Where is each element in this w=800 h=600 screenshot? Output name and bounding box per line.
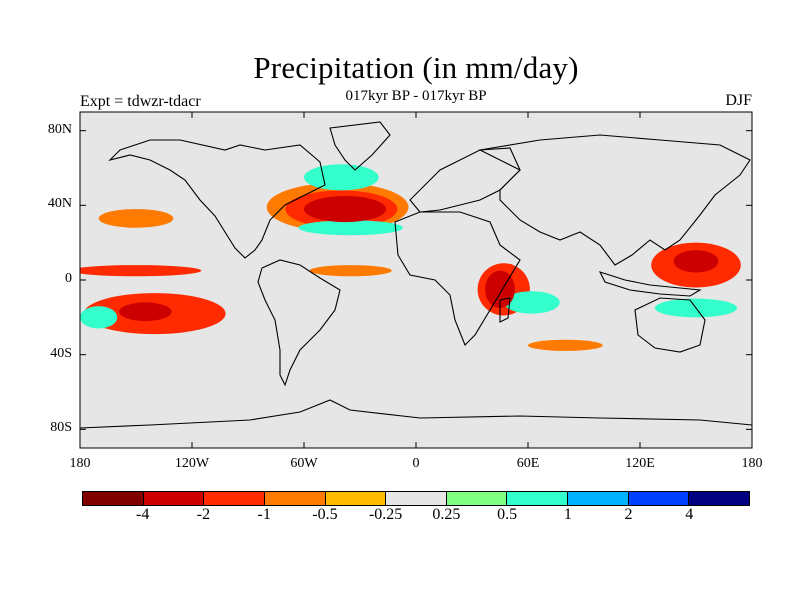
colorbar-swatch	[143, 492, 205, 505]
colorbar-swatch	[689, 492, 750, 505]
anomaly-pacific-sw-core	[119, 302, 172, 322]
colorbar-label: 4	[685, 506, 694, 523]
lon-label: 180	[69, 456, 91, 471]
anomaly-atlantic-equatorial	[309, 265, 392, 277]
colorbar-label: 1	[563, 506, 572, 523]
lon-label: 60W	[290, 456, 318, 471]
coastline-asia	[478, 134, 751, 266]
anomaly-layer	[80, 164, 741, 351]
colorbar-label: -2	[196, 506, 211, 523]
anomaly-subpolar-atlantic-blue	[304, 164, 379, 191]
colorbar-swatch	[264, 492, 326, 505]
colorbar-swatch	[386, 492, 447, 505]
colorbar-swatch	[204, 492, 265, 505]
colorbar-label: 0.25	[432, 506, 461, 523]
axis-ticks	[79, 112, 753, 448]
plot-subtitle: 017kyr BP - 017kyr BP	[345, 88, 487, 104]
plot-title: Precipitation (in mm/day)	[253, 50, 579, 85]
coastline-australia	[634, 297, 706, 353]
colorbar-label: -0.25	[368, 506, 403, 523]
colorbar-swatch	[446, 492, 508, 505]
colorbar	[82, 491, 750, 506]
colorbar-label: -4	[136, 506, 150, 523]
coastline-south-america	[257, 259, 341, 387]
lat-label: 40S	[50, 345, 72, 361]
lat-label: 80N	[47, 121, 72, 137]
lon-label: 180	[741, 456, 763, 471]
coastline-indonesia	[598, 271, 702, 297]
anomaly-north-atlantic-wet	[304, 196, 387, 223]
coastline-africa	[394, 211, 521, 346]
colorbar-swatch	[83, 492, 144, 505]
colorbar-swatch	[507, 492, 569, 505]
lon-label: 120W	[174, 456, 210, 471]
coastlines	[80, 121, 752, 429]
colorbar-swatch	[325, 492, 387, 505]
colorbar-swatch	[568, 492, 629, 505]
colorbar-label: -1	[257, 506, 271, 523]
season-label: DJF	[725, 92, 752, 109]
coastline-antarctica	[80, 399, 752, 429]
coastline-greenland	[329, 121, 391, 171]
lat-label: 80S	[50, 420, 72, 436]
anomaly-tropical-atlantic-blue	[298, 220, 403, 236]
anomaly-pacific-north	[98, 209, 174, 228]
coastline-madagascar	[499, 297, 511, 323]
experiment-label: Expt = tdwzr-tdacr	[80, 93, 201, 110]
lon-label: 60E	[516, 456, 540, 471]
coastline-north-america	[108, 139, 326, 259]
lat-label: 40N	[47, 196, 72, 212]
anomaly-southern-ocean	[528, 339, 603, 351]
lon-label: 0	[412, 456, 420, 471]
colorbar-label: 2	[624, 506, 633, 523]
anomaly-west-pacific-core	[673, 250, 719, 273]
anomaly-pacific-sw-blue	[80, 306, 118, 329]
anomaly-indian-blue	[503, 291, 560, 314]
colorbar-label: -0.5	[312, 506, 338, 523]
map-background	[80, 112, 752, 448]
lat-label: 0	[65, 271, 72, 286]
colorbar-label: 0.5	[497, 506, 518, 523]
anomaly-pacific-equatorial	[80, 265, 202, 277]
colorbar-swatch	[628, 492, 690, 505]
lon-label: 120E	[625, 456, 655, 471]
